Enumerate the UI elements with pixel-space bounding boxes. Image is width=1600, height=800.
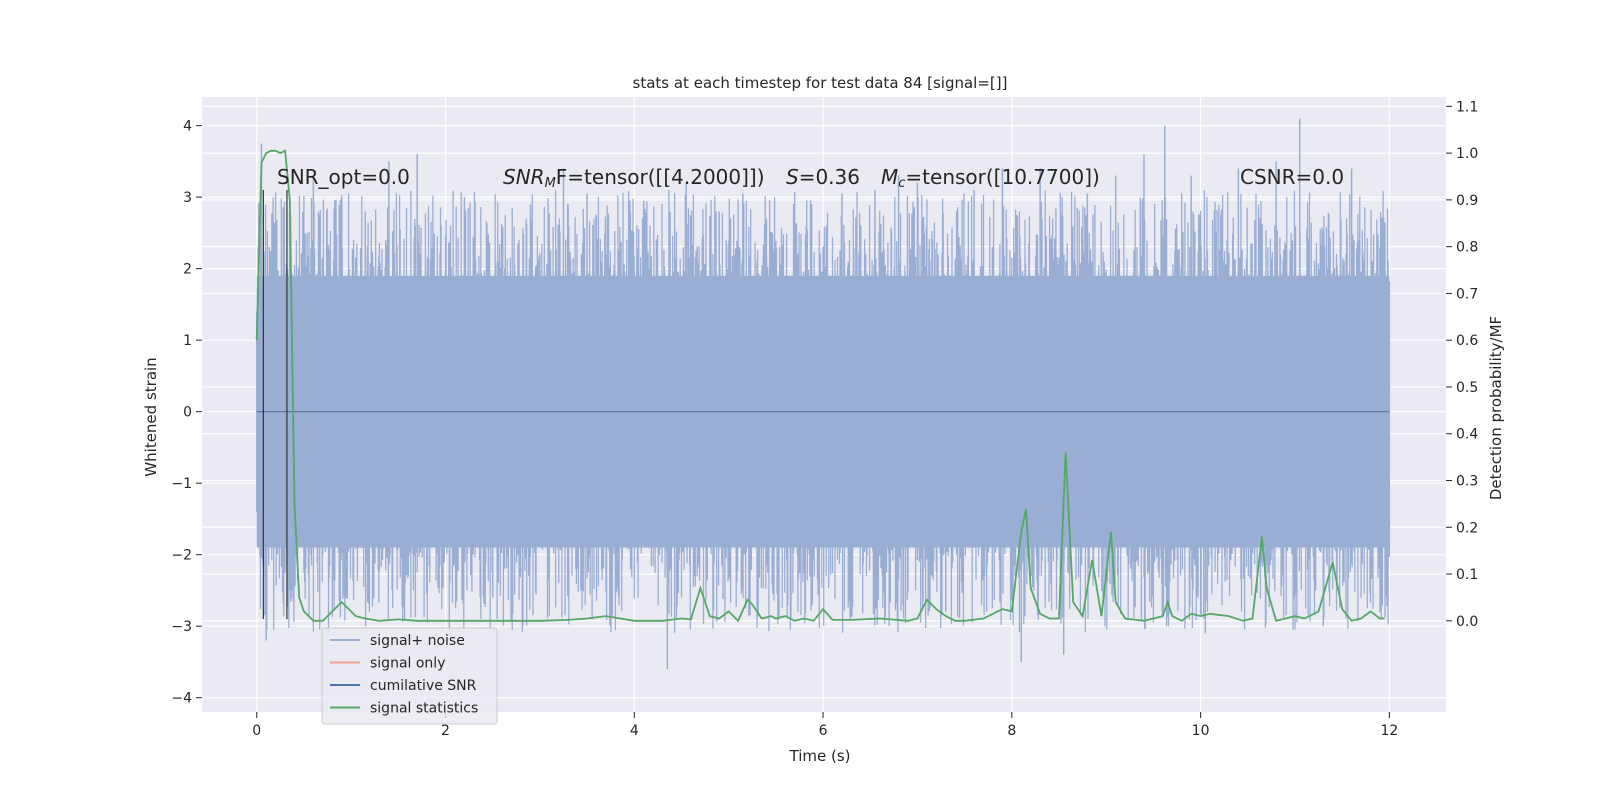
y-right-tick-label: 0.8 [1456,240,1478,256]
y-axis-left-ticks: −4 −3 −2 −1 0 1 2 3 4 [171,119,202,707]
y-left-tick-label: 0 [183,405,192,421]
y-right-tick-label: 0.5 [1456,380,1478,396]
y-right-tick-label: 1.0 [1456,146,1478,162]
annotation-snr-mf-value: F=tensor([[4.2000]]) [556,165,765,189]
x-tick-label: 4 [630,723,639,739]
annotation-snr-opt: SNR_opt=0.0 [277,165,410,189]
annotation-s-symbol: S [786,165,799,189]
annotation-mc: Mc=tensor([10.7700]) [881,165,1100,191]
legend-label: signal+ noise [370,633,465,649]
y-axis-right-ticks: 0.0 0.1 0.2 0.3 0.4 0.5 0.6 0.7 0.8 0.9 1.0 1.1 [1446,99,1478,630]
chart-title: stats at each timestep for test data 84 … [633,74,1008,92]
y-left-tick-label: 1 [183,333,192,349]
y-right-tick-label: 0.7 [1456,286,1478,302]
x-tick-label: 6 [819,723,828,739]
annotation-s: S=0.36 [786,165,860,189]
y-axis-left-label: Whitened strain [142,357,160,476]
legend-box [321,627,498,725]
annotation-mc-subscript: c [898,176,905,191]
y-left-tick-label: −3 [171,619,192,635]
y-right-tick-label: 0.2 [1456,520,1478,536]
legend-label: signal only [370,656,445,672]
line-signal-statistics [255,149,1385,623]
y-right-tick-label: 0.0 [1456,614,1478,630]
annotation-mc-symbol: M [881,165,898,189]
series-lines [255,149,1390,623]
segment-markers [262,189,288,620]
annotation-mc-value: =tensor([10.7700]) [905,165,1099,189]
x-axis-ticks: 0 2 4 6 8 10 12 [252,712,1398,739]
legend-label: signal statistics [370,701,478,717]
y-right-tick-label: 0.9 [1456,193,1478,209]
y-left-tick-label: −1 [171,476,192,492]
x-tick-label: 10 [1192,723,1210,739]
x-tick-label: 2 [441,723,450,739]
x-tick-label: 0 [252,723,261,739]
annotation-snr-mf-subscript: M [545,176,556,191]
x-axis-label: Time (s) [789,747,851,765]
y-left-tick-label: 2 [183,262,192,278]
annotation-s-value: =0.36 [799,165,860,189]
y-left-tick-label: 3 [183,190,192,206]
y-left-tick-label: 4 [183,119,192,135]
legend: signal+ noise signal only cumilative SNR si… [321,627,498,725]
legend-label: cumilative SNR [370,678,477,694]
annotation-csnr: CSNR=0.0 [1240,165,1344,189]
y-right-tick-label: 0.6 [1456,333,1478,349]
y-left-tick-label: −4 [171,691,192,707]
y-axis-right-label: Detection probability/MF [1487,316,1505,500]
x-tick-label: 12 [1380,723,1398,739]
y-left-tick-label: −2 [171,548,192,564]
annotation-snr-mf: SNRMF=tensor([[4.2000]]) [503,165,765,191]
y-right-tick-label: 0.3 [1456,473,1478,489]
y-right-tick-label: 1.1 [1456,99,1478,115]
y-right-tick-label: 0.1 [1456,567,1478,583]
y-right-tick-label: 0.4 [1456,427,1478,443]
x-tick-label: 8 [1007,723,1016,739]
annotation-snr-mf-symbol: SNR [503,165,545,189]
